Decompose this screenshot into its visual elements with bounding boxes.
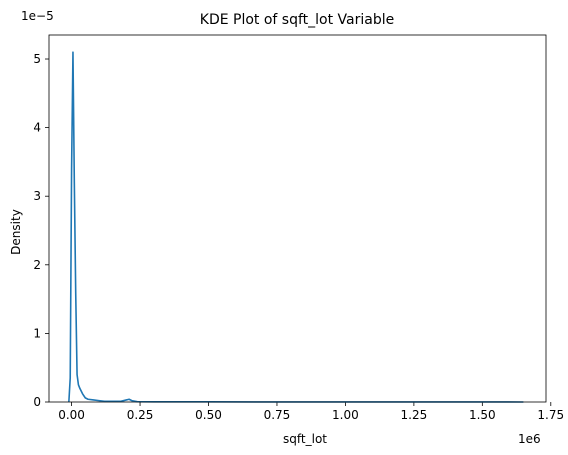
x-tick-label: 1.50: [469, 408, 496, 422]
y-tick-label: 5: [33, 52, 41, 66]
x-axis-label: sqft_lot: [283, 432, 327, 446]
y-tick-label: 3: [33, 189, 41, 203]
y-tick-label: 2: [33, 258, 41, 272]
axes-frame: [48, 34, 547, 403]
y-tick-label: 4: [33, 121, 41, 135]
x-tick-label: 0.75: [264, 408, 291, 422]
x-scale-note: 1e6: [518, 432, 541, 446]
x-tick-label: 1.75: [537, 408, 564, 422]
x-tick-label: 0.25: [127, 408, 154, 422]
y-axis-label: Density: [9, 209, 23, 255]
y-tick-label: 0: [33, 395, 41, 409]
x-tick-label: 1.25: [401, 408, 428, 422]
x-tick-label: 1.00: [332, 408, 359, 422]
chart-title: KDE Plot of sqft_lot Variable: [200, 12, 394, 28]
axis-ticks: 0.00 0.25 0.50 0.75 1.00 1.25 1.50 1.75 0 1 2 3 4 5: [33, 52, 564, 422]
kde-line: [68, 51, 524, 403]
y-tick-label: 1: [33, 326, 41, 340]
x-tick-label: 0.00: [58, 408, 85, 422]
plot-area: [68, 51, 524, 403]
x-tick-label: 0.50: [195, 408, 222, 422]
y-scale-note: 1e−5: [21, 9, 54, 23]
